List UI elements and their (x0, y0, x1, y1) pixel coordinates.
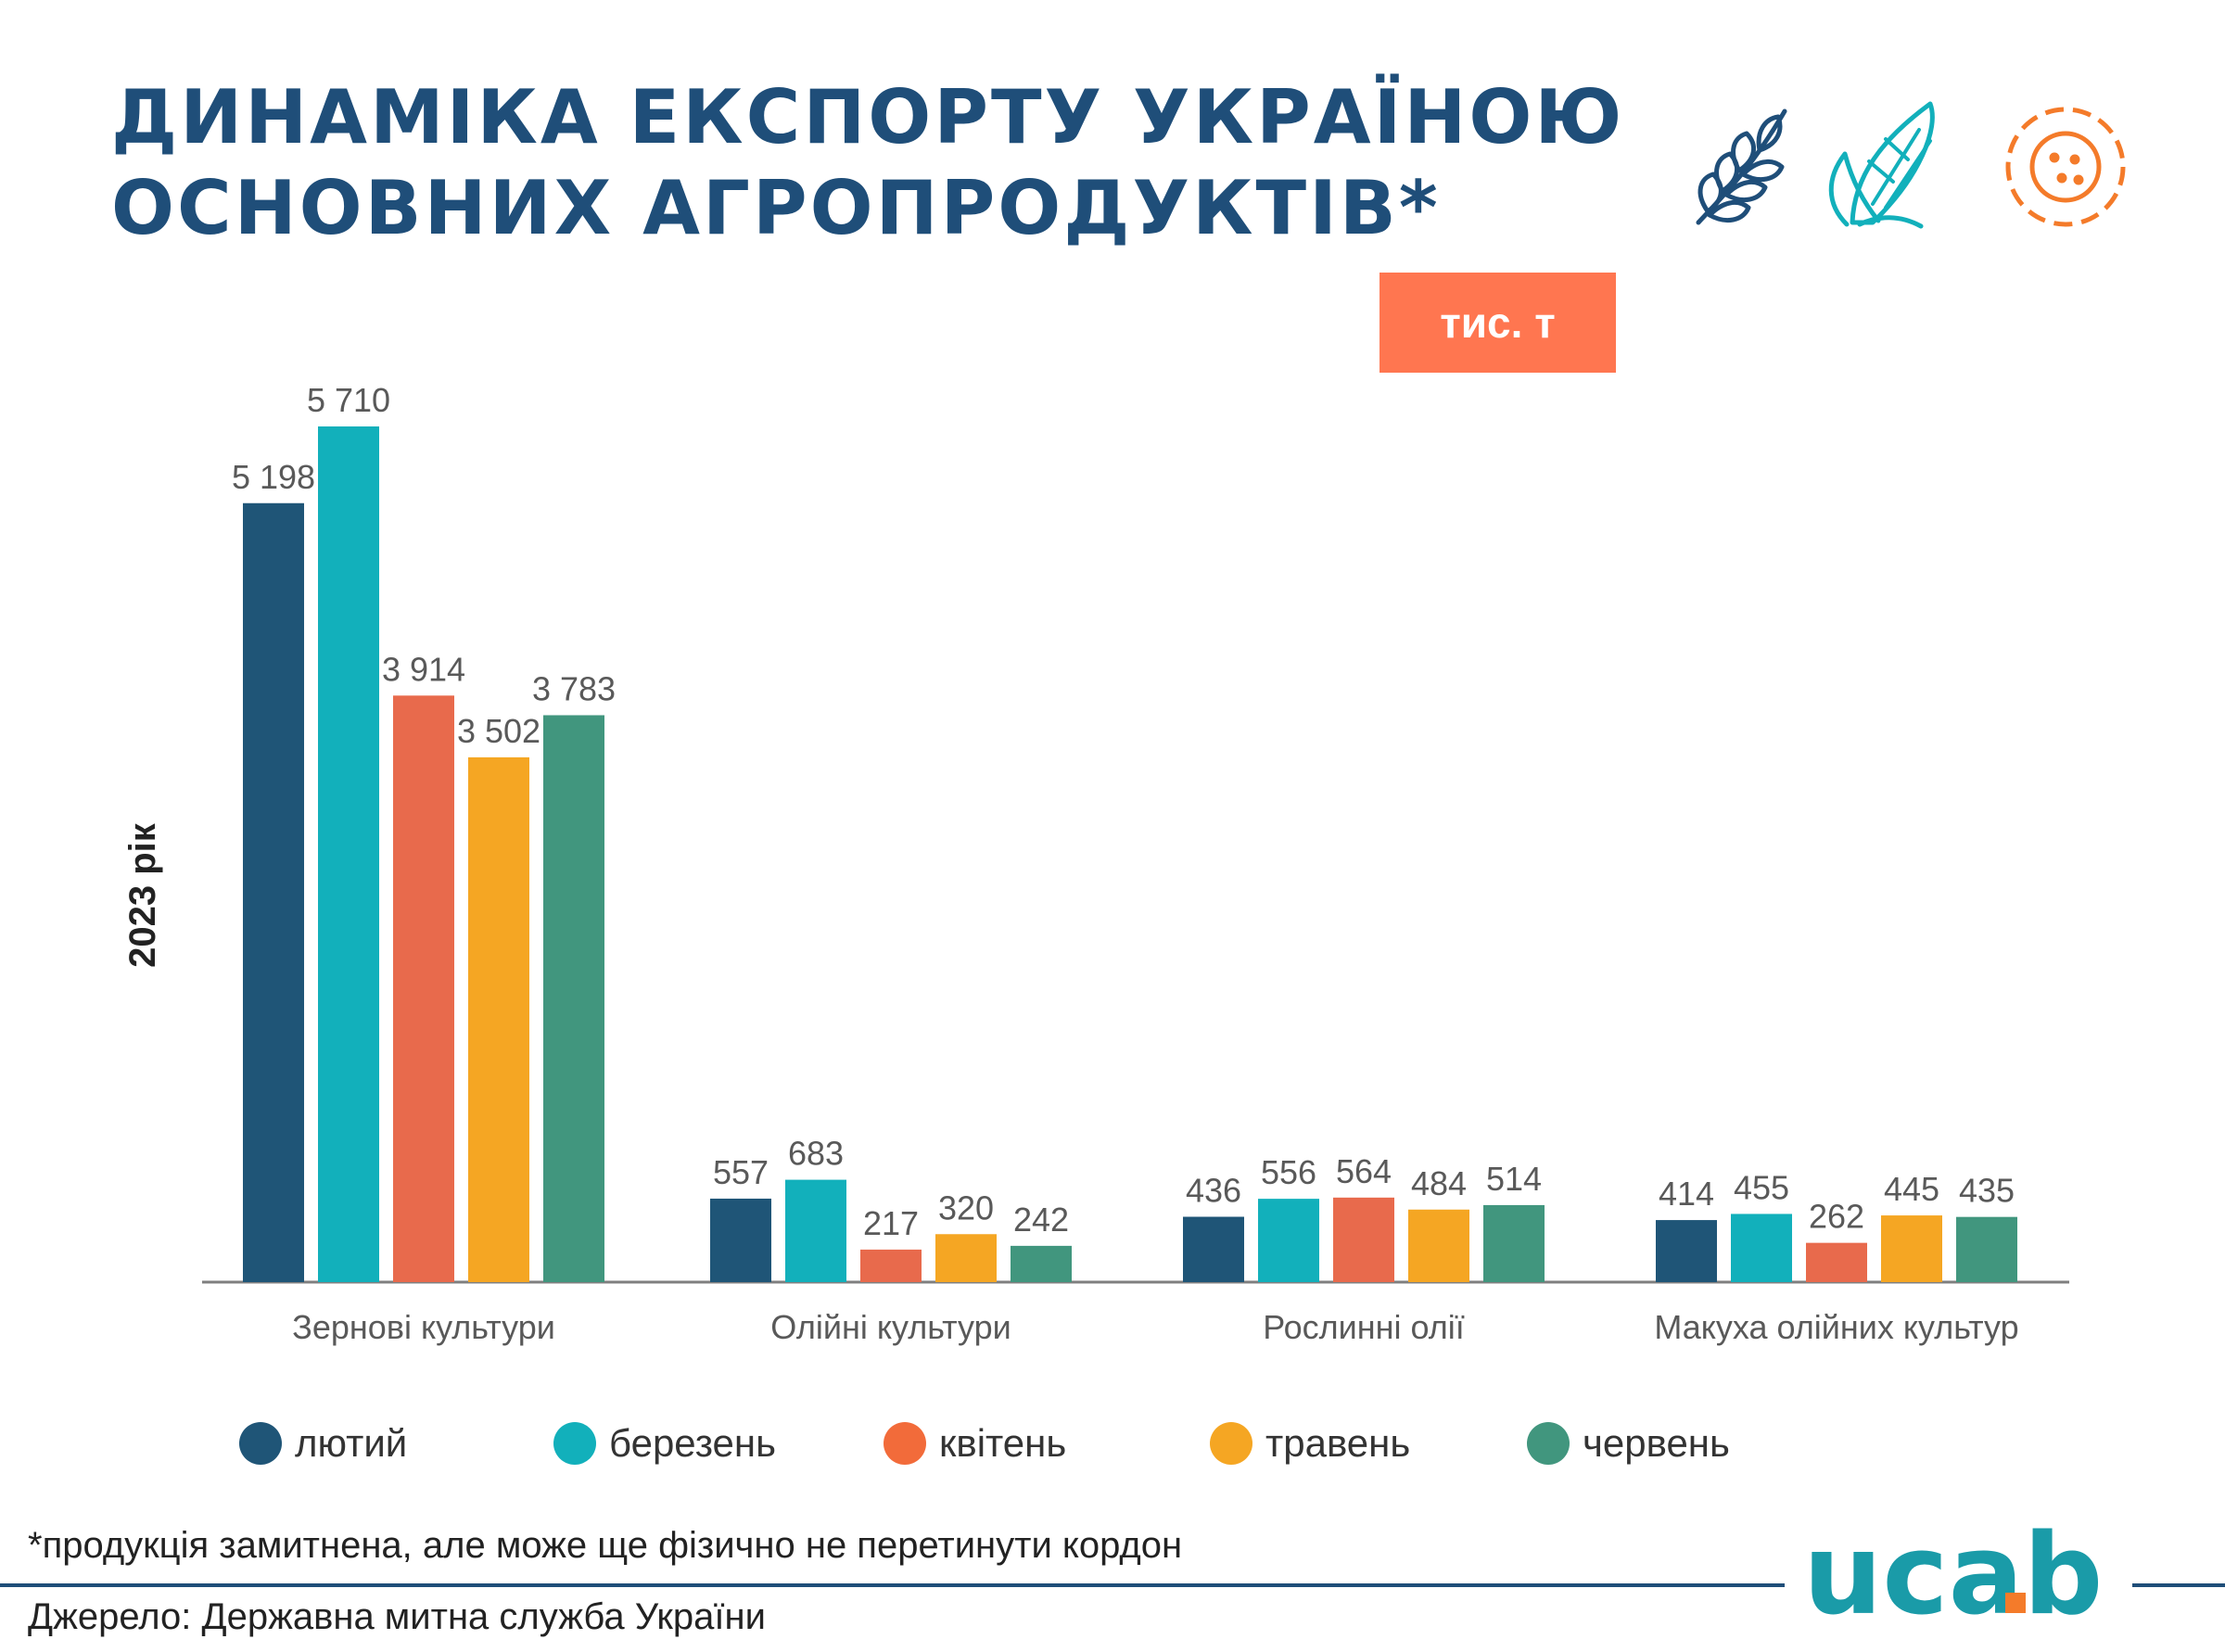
bar-oilseeds-1 (785, 1179, 846, 1282)
legend-swatch (553, 1422, 596, 1465)
legend-swatch (1210, 1422, 1252, 1465)
footer-rule-left (0, 1583, 1785, 1587)
value-label: 557 (713, 1153, 769, 1191)
value-label: 455 (1734, 1168, 1789, 1206)
footer-rule-right (2132, 1583, 2225, 1587)
category-label: Макуха олійних культур (1654, 1308, 2018, 1346)
title-line-2: ОСНОВНИХ АГРОПРОДУКТІВ* (111, 165, 1441, 251)
bar-oilseeds-0 (710, 1198, 771, 1282)
value-label: 484 (1411, 1164, 1467, 1202)
value-label: 217 (863, 1204, 919, 1242)
legend-item-mar: березень (553, 1411, 776, 1476)
bar-vegetable-oils-3 (1408, 1209, 1469, 1282)
legend-item-feb: лютий (239, 1411, 407, 1476)
category-label: Олійні культури (770, 1308, 1011, 1346)
value-label: 564 (1336, 1152, 1392, 1190)
bar-vegetable-oils-0 (1183, 1216, 1244, 1282)
source-note: Джерело: Державна митна служба України (28, 1596, 766, 1637)
value-label: 435 (1959, 1172, 2015, 1210)
legend-item-apr: квітень (884, 1411, 1066, 1476)
bar-oilcake-4 (1956, 1216, 2017, 1282)
logo-accent (2005, 1593, 2026, 1613)
bar-oilcake-3 (1881, 1215, 1942, 1282)
title-line-1: ДИНАМІКА ЕКСПОРТУ УКРАЇНОЮ (111, 74, 1625, 160)
value-label: 683 (788, 1135, 844, 1173)
bar-vegetable-oils-4 (1483, 1204, 1545, 1282)
corn-icon (1828, 101, 1935, 229)
value-label: 556 (1261, 1153, 1316, 1191)
value-label: 514 (1486, 1160, 1542, 1198)
value-label: 3 502 (457, 712, 540, 750)
category-label: Рослинні олії (1263, 1308, 1465, 1346)
ucab-logo: ucab (1803, 1520, 2103, 1632)
sunflower-icon (2005, 107, 2126, 227)
agro-icons (1696, 101, 2126, 229)
legend-label: травень (1265, 1421, 1411, 1465)
bar-cereals-2 (393, 695, 454, 1282)
bar-vegetable-oils-2 (1333, 1197, 1394, 1282)
legend-swatch (1527, 1422, 1570, 1465)
value-label: 414 (1659, 1175, 1714, 1213)
bar-oilcake-1 (1731, 1214, 1792, 1282)
bar-cereals-1 (318, 426, 379, 1282)
value-label: 5 710 (307, 381, 390, 419)
wheat-icon (1696, 108, 1787, 225)
bar-chart: 5 198 5 710 3 914 3 502 3 783 Зернові культур… (202, 381, 2069, 1346)
value-label: 3 914 (382, 650, 465, 688)
legend-swatch (239, 1422, 282, 1465)
unit-badge: тис. т (1380, 273, 1616, 373)
bar-oilseeds-3 (935, 1234, 997, 1282)
value-label: 445 (1884, 1170, 1939, 1208)
bar-oilseeds-4 (1011, 1245, 1072, 1282)
legend-label: червень (1583, 1421, 1730, 1465)
logo-text: ucab (1803, 1520, 2103, 1632)
value-label: 242 (1013, 1201, 1069, 1239)
legend-item-jun: червень (1527, 1411, 1730, 1476)
category-label: Зернові культури (292, 1308, 555, 1346)
bar-oilseeds-2 (860, 1249, 922, 1282)
legend-item-may: травень (1210, 1411, 1410, 1476)
chart-title: ДИНАМІКА ЕКСПОРТУ УКРАЇНОЮ ОСНОВНИХ АГРО… (111, 72, 1624, 254)
value-label: 5 198 (232, 458, 315, 496)
legend-label: квітень (939, 1421, 1067, 1465)
value-label: 436 (1186, 1172, 1241, 1210)
legend-label: березень (609, 1421, 776, 1465)
bar-cereals-3 (468, 756, 529, 1282)
value-label: 320 (938, 1188, 994, 1226)
bar-oilcake-2 (1806, 1242, 1867, 1282)
legend: лютий березень квітень травень червень (0, 1411, 2225, 1476)
footnote: *продукція замитнена, але може ще фізичн… (28, 1525, 1183, 1566)
value-label: 262 (1809, 1198, 1864, 1236)
legend-swatch (884, 1422, 926, 1465)
bar-cereals-0 (243, 502, 304, 1282)
legend-label: лютий (295, 1421, 408, 1465)
bar-cereals-4 (543, 715, 604, 1282)
bar-vegetable-oils-1 (1258, 1199, 1319, 1282)
value-label: 3 783 (532, 669, 616, 707)
bar-oilcake-0 (1656, 1220, 1717, 1282)
